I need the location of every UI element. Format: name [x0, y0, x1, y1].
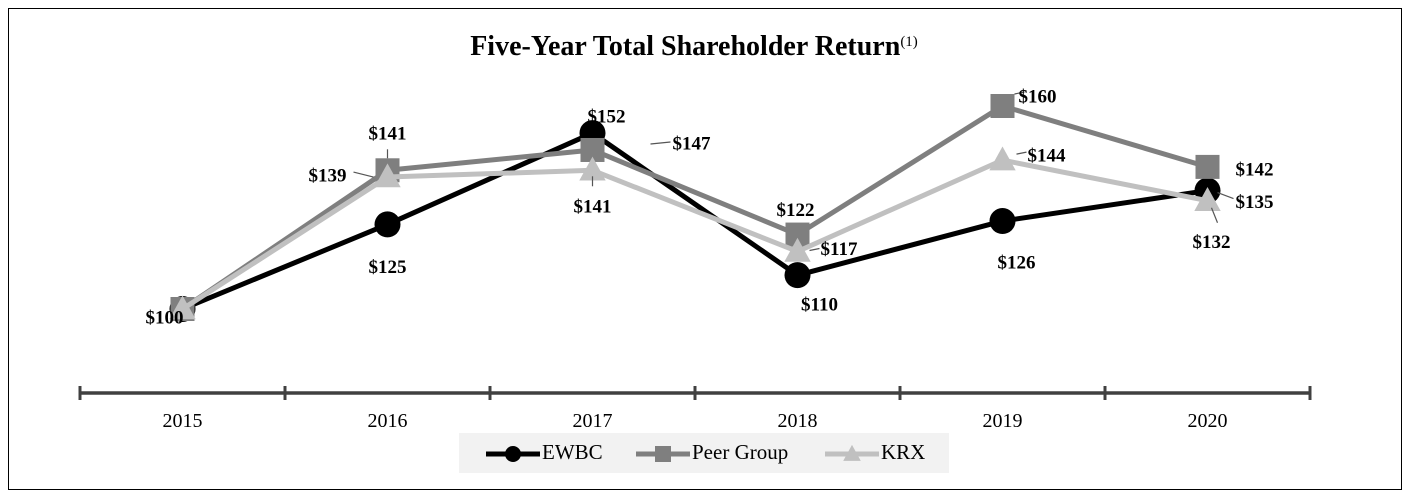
- series-line-krx: [181, 157, 1208, 312]
- leader-line-krx-2016: [353, 171, 374, 178]
- x-tick-label-2020: 2020: [1188, 410, 1228, 432]
- chart-frame: [8, 8, 1402, 490]
- data-label-peer-group-2018: $122: [777, 200, 815, 221]
- series-line-ewbc: [181, 130, 1208, 312]
- point-ewbc-2019: [989, 208, 1016, 235]
- leader-line-peer-group-2017: [650, 141, 671, 145]
- point-ewbc-2016: [374, 211, 401, 238]
- x-tick-label-2015: 2015: [163, 410, 203, 432]
- legend-marker-ewbc: [505, 446, 521, 462]
- leader-line-krx-2020: [1210, 207, 1219, 223]
- point-peer-group-2020: [1195, 154, 1220, 179]
- data-label-peer-group-2017: $147: [673, 133, 712, 154]
- series-line-peer-group: [181, 103, 1209, 312]
- x-tick-label-2019: 2019: [983, 410, 1023, 432]
- point-krx-2018: [784, 237, 811, 262]
- series-krx: [169, 146, 1221, 320]
- series-peer-group: [170, 94, 1220, 321]
- point-krx-2019: [989, 146, 1016, 171]
- point-ewbc-2018: [784, 262, 811, 289]
- chart-title: Five-Year Total Shareholder Return(1): [470, 31, 918, 62]
- chart-title-footnote: (1): [900, 34, 918, 50]
- legend: EWBC Peer Group KRX: [459, 433, 949, 473]
- data-label-krx-2019: $144: [1028, 145, 1067, 166]
- point-krx-2015: [169, 295, 196, 320]
- data-label-krx-2017: $141: [574, 197, 612, 218]
- leader-line-peer-group-2019: [1014, 91, 1025, 95]
- legend-item-peer-group: Peer Group: [636, 440, 788, 464]
- data-label-ewbc-2018: $110: [801, 295, 838, 316]
- point-peer-group-2019: [990, 94, 1015, 118]
- legend-item-krx: KRX: [825, 440, 925, 464]
- leader-line-ewbc-2020: [1217, 192, 1234, 200]
- point-krx-2020: [1194, 187, 1221, 211]
- legend-label-peer-group: Peer Group: [692, 440, 788, 464]
- legend-item-ewbc: EWBC: [486, 440, 603, 464]
- leader-line-krx-2019: [1016, 151, 1027, 155]
- data-label-ewbc-2016: $125: [369, 257, 407, 278]
- data-label-ewbc-2019: $126: [998, 252, 1036, 273]
- data-label-krx-2018: $117: [821, 239, 858, 260]
- data-label-peer-group-2016: $141: [369, 124, 407, 145]
- legend-label-ewbc: EWBC: [542, 440, 603, 464]
- point-krx-2017: [579, 156, 606, 181]
- x-tick-label-2018: 2018: [778, 410, 818, 432]
- chart-title-text: Five-Year Total Shareholder Return: [470, 31, 901, 62]
- x-tick-label-2017: 2017: [573, 410, 613, 432]
- leader-line-krx-2018: [809, 247, 820, 252]
- x-axis: 2015 2016 2017 2018 2019 2020: [78, 386, 1312, 432]
- data-label-peer-group-2020: $142: [1236, 159, 1274, 180]
- series-lines: [169, 94, 1221, 322]
- data-label-krx-2016: $139: [309, 165, 347, 186]
- data-label-peer-group-2019: $160: [1019, 86, 1057, 107]
- legend-marker-krx: [843, 444, 861, 461]
- data-label-ewbc-2020: $135: [1236, 192, 1274, 213]
- point-krx-2016: [374, 163, 401, 188]
- data-labels: $100 $125 $152 $110 $126 $135 $141 $147 $122 $160…: [146, 86, 1274, 328]
- legend-label-krx: KRX: [881, 440, 925, 464]
- data-label-ewbc-2017: $152: [588, 106, 626, 127]
- data-label-krx-2020: $132: [1193, 232, 1231, 253]
- x-tick-label-2016: 2016: [368, 410, 408, 432]
- data-label-ewbc-2015: $100: [146, 307, 184, 328]
- legend-marker-peer-group: [655, 446, 671, 462]
